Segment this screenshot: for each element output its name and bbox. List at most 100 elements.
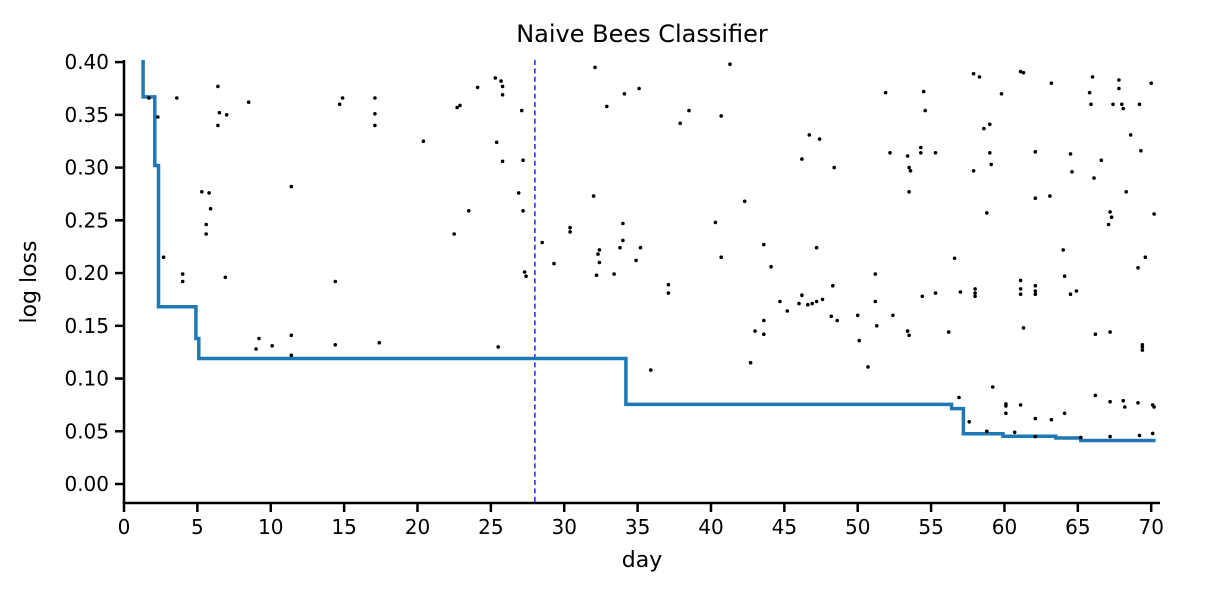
x-axis-label: day	[622, 548, 662, 573]
scatter-point	[719, 255, 723, 259]
scatter-point	[340, 96, 345, 100]
scatter-point	[175, 96, 179, 100]
scatter-point	[797, 301, 801, 306]
scatter-point	[888, 151, 892, 155]
scatter-point	[522, 270, 527, 274]
x-tick-label: 45	[772, 515, 797, 539]
scatter-point	[990, 385, 995, 389]
scatter-point	[500, 84, 505, 89]
scatter-point	[161, 255, 166, 259]
scatter-point	[289, 353, 294, 358]
scatter-point	[552, 261, 556, 266]
axes: 0 5 10 15 20 25 30 35 40 45 50 55 60 65 70 0.00 0.05 0.10…	[64, 50, 1163, 539]
scatter-point	[421, 139, 426, 143]
scatter-point	[1109, 215, 1114, 219]
scatter-point	[1061, 248, 1065, 252]
scatter-point	[217, 110, 222, 115]
scatter-point	[270, 344, 275, 348]
scatter-point	[1093, 332, 1098, 337]
scatter-point	[875, 324, 879, 328]
scatter-point	[1068, 292, 1073, 297]
scatter-point	[597, 260, 602, 265]
scatter-point	[496, 345, 501, 349]
y-tick-label: 0.15	[64, 314, 109, 338]
scatter-point	[1079, 435, 1083, 440]
x-tick-label: 5	[191, 515, 204, 539]
scatter-point	[208, 206, 213, 211]
scatter-point	[634, 258, 638, 263]
scatter-point	[807, 133, 812, 137]
y-tick-label: 0.30	[64, 156, 109, 180]
scatter-point	[946, 330, 951, 334]
scatter-point	[1121, 106, 1126, 111]
scatter-point	[985, 211, 989, 215]
scatter-point	[873, 299, 878, 304]
scatter-point	[952, 256, 957, 261]
scatter-point	[1108, 434, 1112, 439]
scatter-point	[500, 159, 505, 164]
y-tick-label: 0.25	[64, 208, 109, 232]
x-tick-label: 50	[845, 515, 870, 539]
scatter-point	[753, 329, 757, 333]
scatter-point	[1018, 69, 1023, 74]
scatter-point	[832, 165, 836, 170]
scatter-point	[1033, 289, 1038, 293]
scatter-point	[1070, 170, 1074, 174]
scatter-point	[666, 282, 671, 287]
scatter-point	[289, 184, 294, 189]
scatter-point	[1004, 404, 1008, 408]
scatter-point	[622, 92, 627, 96]
scatter-point	[762, 332, 766, 337]
x-tick-label: 25	[478, 515, 503, 539]
scatter-point	[919, 145, 923, 150]
scatter-point	[452, 232, 457, 236]
scatter-point	[500, 93, 505, 97]
scatter-point	[1062, 411, 1067, 416]
scatter-point	[1018, 278, 1023, 283]
scatter-point	[499, 79, 503, 83]
scatter-point	[814, 245, 819, 250]
scatter-point	[594, 273, 599, 278]
scatter-point	[762, 318, 766, 323]
scatter-point	[1123, 405, 1127, 409]
scatter-point	[1152, 212, 1156, 216]
scatter-point	[1140, 345, 1145, 349]
scatter-point	[621, 221, 625, 226]
scatter-point	[769, 264, 773, 269]
scatter-point	[333, 279, 338, 284]
scatter-point	[223, 275, 228, 280]
scatter-point	[516, 191, 521, 195]
scatter-point	[1117, 86, 1121, 91]
y-tick-label: 0.35	[64, 103, 109, 127]
scatter-point	[1033, 283, 1038, 288]
best-score-path	[141, 60, 1156, 443]
scatter-point	[493, 76, 498, 80]
scatter-point	[638, 245, 643, 250]
scatter-point	[817, 137, 822, 141]
x-tick-label: 65	[1065, 515, 1090, 539]
x-tick-label: 0	[118, 515, 131, 539]
scatter-point	[977, 75, 982, 79]
scatter-point	[521, 209, 525, 213]
scatter-point	[999, 92, 1004, 96]
scatter-point	[907, 333, 911, 338]
scatter-point	[455, 105, 459, 110]
scatter-point	[246, 100, 251, 104]
scatter-point	[908, 169, 913, 173]
scatter-point	[1004, 411, 1008, 416]
scatter-point	[958, 290, 963, 294]
scatter-point	[1074, 289, 1079, 293]
scatter-point	[1117, 78, 1121, 82]
scatter-point	[907, 190, 911, 194]
scatter-point	[831, 283, 835, 288]
y-tick-label: 0.20	[64, 261, 109, 285]
scatter-point	[216, 84, 220, 89]
scatter-point	[905, 329, 910, 333]
scatter-point	[1139, 148, 1143, 153]
scatter-point	[521, 158, 525, 162]
scatter-point	[475, 85, 480, 90]
scatter-point	[637, 86, 641, 91]
scatter-point	[519, 108, 524, 113]
